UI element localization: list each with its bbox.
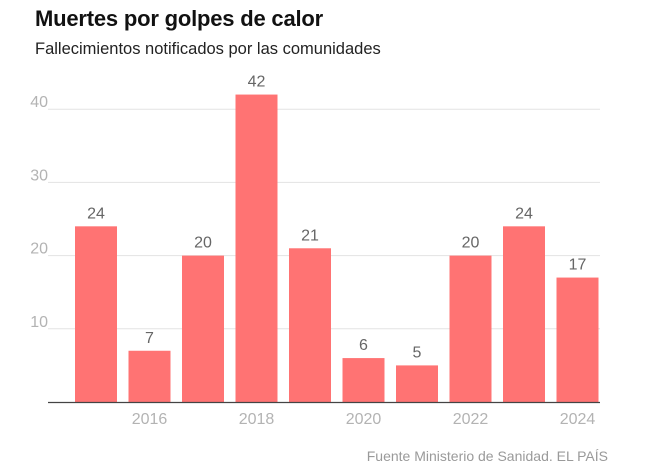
x-tick-label: 2018 [239, 411, 275, 428]
bar [396, 365, 438, 402]
bar [75, 226, 117, 402]
y-tick-label: 40 [30, 94, 48, 111]
bar [128, 350, 171, 402]
chart-subtitle: Fallecimientos notificados por las comun… [35, 40, 381, 58]
bar [342, 358, 385, 402]
bar [182, 255, 224, 402]
x-tick-label: 2016 [132, 411, 168, 428]
bar [289, 248, 331, 402]
chart-title: Muertes por golpes de calor [35, 6, 324, 31]
x-tick-label: 2020 [346, 411, 382, 428]
x-tick-label: 2022 [453, 411, 489, 428]
source-label: Fuente [366, 448, 411, 464]
bar [449, 255, 492, 402]
bar-value-label: 17 [569, 257, 587, 274]
bar [235, 94, 278, 402]
bar-value-label: 20 [194, 235, 212, 252]
bar-value-label: 24 [87, 205, 105, 222]
bar-value-label: 24 [515, 205, 533, 222]
bar-value-label: 42 [248, 74, 266, 91]
bar-value-label: 5 [413, 344, 422, 361]
y-tick-label: 20 [30, 241, 48, 258]
bar [556, 277, 599, 402]
source-note: Fuente Ministerio de Sanidad. EL PAÍS [367, 448, 608, 464]
bar-value-label: 20 [462, 235, 480, 252]
bar-value-label: 21 [301, 227, 319, 244]
x-tick-label: 2024 [560, 411, 596, 428]
y-tick-label: 10 [30, 314, 48, 331]
y-tick-label: 30 [30, 167, 48, 184]
bar-value-label: 7 [145, 330, 154, 347]
source-text: Ministerio de Sanidad. EL PAÍS [414, 448, 608, 464]
bar-value-label: 6 [359, 337, 368, 354]
bar [503, 226, 545, 402]
